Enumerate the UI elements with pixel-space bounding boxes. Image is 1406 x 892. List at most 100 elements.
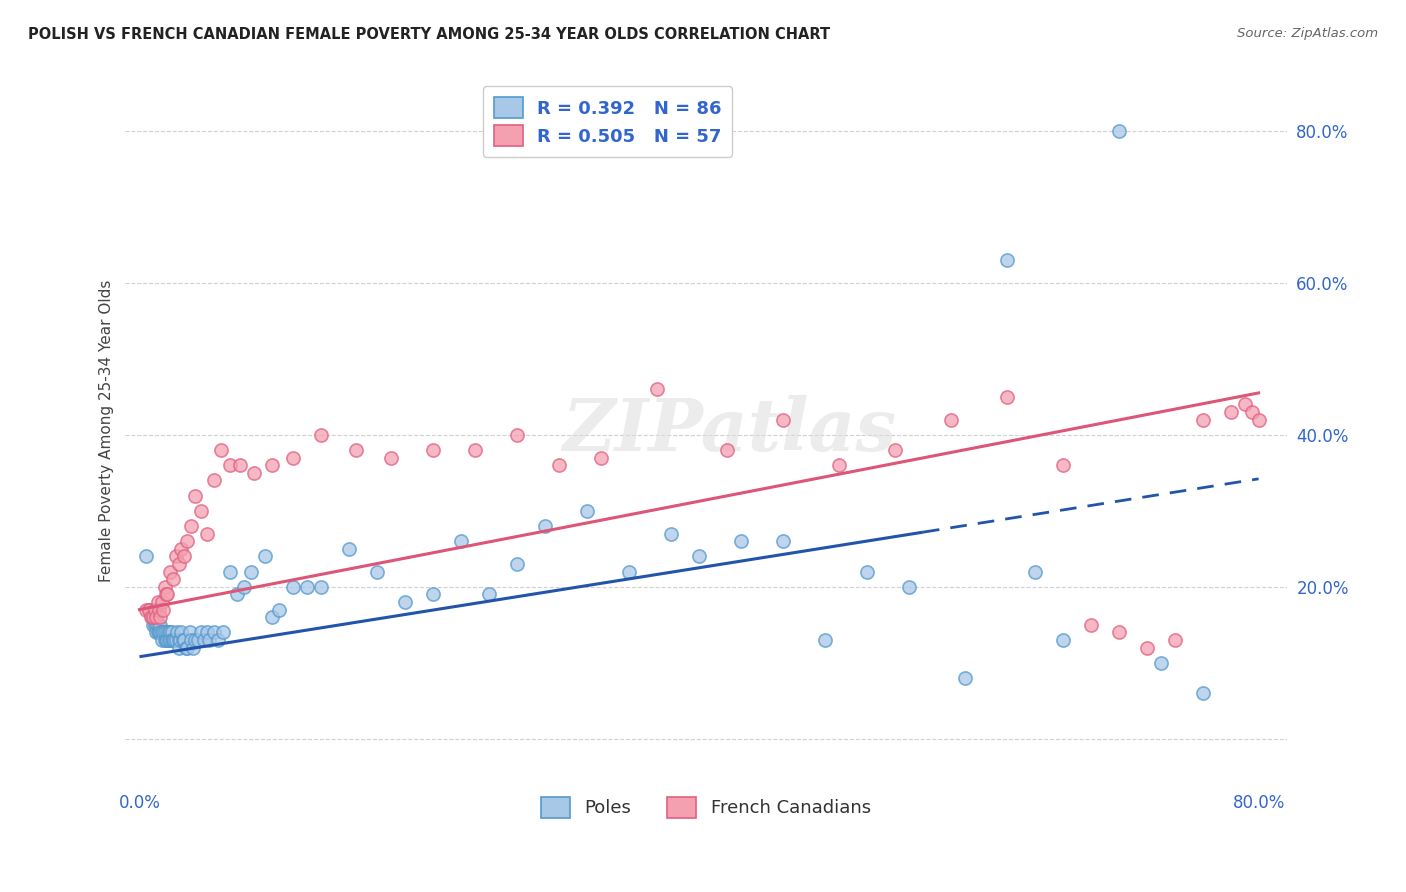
Point (195, 625, 218, 640)
Point (157, 632, 180, 647)
Point (422, 442, 444, 457)
Point (219, 565, 242, 579)
Point (591, 450, 613, 465)
Legend: Poles, French Canadians: Poles, French Canadians (534, 789, 879, 825)
Point (149, 610, 172, 624)
Point (1191, 412, 1213, 426)
Point (226, 587, 249, 601)
Point (153, 625, 176, 640)
Point (149, 625, 172, 640)
Point (165, 549, 187, 564)
Point (143, 602, 166, 616)
Point (169, 632, 191, 647)
Point (1052, 632, 1074, 647)
Point (176, 534, 198, 549)
Point (207, 632, 229, 647)
Point (716, 442, 738, 457)
Point (240, 565, 263, 579)
Point (159, 625, 181, 640)
Point (883, 442, 905, 457)
Point (146, 595, 169, 609)
Point (167, 640, 190, 655)
Point (1240, 405, 1263, 419)
Point (897, 580, 920, 594)
Point (142, 617, 165, 632)
Point (153, 632, 176, 647)
Point (344, 442, 367, 457)
Point (1233, 397, 1256, 411)
Point (143, 617, 166, 632)
Point (617, 565, 640, 579)
Point (229, 458, 252, 472)
Point (156, 632, 179, 647)
Point (995, 252, 1018, 267)
Text: POLISH VS FRENCH CANADIAN FEMALE POVERTY AMONG 25-34 YEAR OLDS CORRELATION CHART: POLISH VS FRENCH CANADIAN FEMALE POVERTY… (28, 27, 831, 42)
Point (150, 595, 173, 609)
Point (1247, 412, 1270, 426)
Point (283, 450, 305, 465)
Point (142, 610, 165, 624)
Point (148, 602, 170, 616)
Point (1219, 405, 1241, 419)
Point (1108, 625, 1130, 640)
Point (233, 580, 256, 594)
Point (163, 632, 186, 647)
Point (146, 625, 169, 640)
Point (219, 458, 242, 472)
Point (1052, 458, 1074, 472)
Point (181, 640, 204, 655)
Point (156, 625, 179, 640)
Text: ZIPatlas: ZIPatlas (562, 395, 896, 467)
Point (170, 541, 193, 556)
Point (772, 534, 794, 549)
Point (180, 519, 202, 533)
Point (394, 595, 416, 609)
Point (155, 632, 177, 647)
Point (176, 640, 198, 655)
Point (138, 602, 160, 616)
Point (150, 625, 173, 640)
Point (688, 549, 710, 564)
Point (534, 519, 557, 533)
Point (1150, 656, 1173, 670)
Point (576, 504, 599, 518)
Point (198, 632, 221, 647)
Point (953, 671, 976, 685)
Point (152, 602, 174, 616)
Point (1191, 686, 1213, 700)
Point (145, 617, 167, 632)
Point (159, 565, 181, 579)
Point (142, 610, 165, 624)
Point (145, 625, 167, 640)
Point (150, 632, 173, 647)
Point (659, 526, 682, 541)
Point (157, 625, 180, 640)
Point (165, 632, 187, 647)
Point (170, 625, 193, 640)
Point (995, 390, 1018, 404)
Point (139, 610, 162, 624)
Y-axis label: Female Poverty Among 25-34 Year Olds: Female Poverty Among 25-34 Year Olds (100, 280, 114, 582)
Point (184, 489, 207, 503)
Point (212, 625, 235, 640)
Point (262, 458, 284, 472)
Point (506, 427, 529, 442)
Point (254, 549, 277, 564)
Point (464, 442, 486, 457)
Point (202, 625, 225, 640)
Point (202, 474, 225, 488)
Point (173, 632, 195, 647)
Point (380, 450, 402, 465)
Point (167, 632, 190, 647)
Point (814, 632, 837, 647)
Point (166, 625, 188, 640)
Point (337, 541, 360, 556)
Point (269, 602, 291, 616)
Point (149, 617, 172, 632)
Point (162, 572, 184, 586)
Point (506, 557, 529, 571)
Point (172, 632, 194, 647)
Point (179, 625, 201, 640)
Point (167, 557, 190, 571)
Point (828, 458, 851, 472)
